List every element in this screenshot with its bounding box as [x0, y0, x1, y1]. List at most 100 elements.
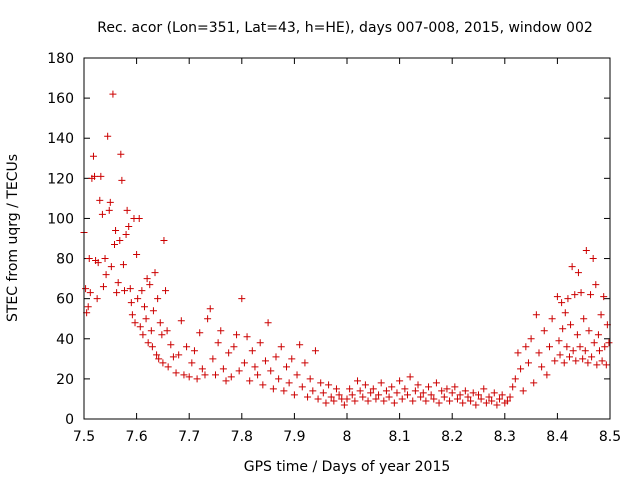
- data-point-85: [219, 365, 227, 373]
- data-point-217: [560, 359, 568, 367]
- data-point-115: [298, 383, 306, 391]
- data-point-53: [149, 307, 157, 315]
- data-point-31: [121, 287, 129, 295]
- data-point-190: [496, 395, 504, 403]
- data-point-63: [163, 327, 171, 335]
- data-point-28: [117, 150, 125, 158]
- data-point-19: [105, 206, 113, 214]
- data-point-188: [490, 389, 498, 397]
- x-tick-label-2: 7.7: [178, 429, 200, 445]
- data-point-131: [340, 401, 348, 409]
- data-point-92: [238, 295, 246, 303]
- data-point-105: [272, 353, 280, 361]
- data-point-189: [493, 401, 501, 409]
- x-tick-label-8: 8.3: [494, 429, 516, 445]
- data-point-48: [143, 275, 151, 283]
- data-point-78: [201, 371, 209, 379]
- data-point-7: [89, 152, 97, 160]
- data-point-185: [482, 399, 490, 407]
- data-point-74: [190, 347, 198, 355]
- data-point-103: [267, 367, 275, 375]
- data-point-112: [290, 391, 298, 399]
- data-point-35: [126, 285, 134, 293]
- data-point-206: [538, 363, 546, 371]
- data-point-149: [388, 383, 396, 391]
- data-point-162: [422, 397, 430, 405]
- data-point-98: [254, 371, 262, 379]
- y-tick-label-4: 80: [56, 252, 74, 268]
- data-point-106: [275, 375, 283, 383]
- data-point-139: [361, 381, 369, 389]
- data-point-169: [440, 393, 448, 401]
- data-point-50: [146, 281, 154, 289]
- data-point-114: [296, 341, 304, 349]
- data-point-230: [577, 289, 585, 297]
- data-point-210: [548, 315, 556, 323]
- y-tick-label-1: 20: [56, 372, 74, 388]
- data-point-199: [519, 387, 527, 395]
- data-point-225: [571, 291, 579, 299]
- data-point-180: [469, 389, 477, 397]
- data-point-123: [319, 389, 327, 397]
- data-point-251: [605, 339, 613, 347]
- data-point-191: [498, 391, 506, 399]
- data-point-100: [259, 381, 267, 389]
- data-point-165: [430, 395, 438, 403]
- data-point-238: [588, 353, 596, 361]
- data-point-77: [198, 365, 206, 373]
- data-point-124: [322, 399, 330, 407]
- x-tick-label-10: 8.5: [599, 429, 621, 445]
- data-point-101: [261, 357, 269, 365]
- x-tick-label-9: 8.4: [546, 429, 568, 445]
- data-point-45: [139, 331, 147, 339]
- data-points: [80, 90, 613, 409]
- data-point-172: [448, 389, 456, 397]
- data-point-79: [204, 315, 212, 323]
- data-point-81: [209, 355, 217, 363]
- data-point-241: [592, 281, 600, 289]
- data-point-46: [140, 303, 148, 311]
- data-point-174: [453, 395, 461, 403]
- data-point-182: [475, 391, 482, 399]
- x-tick-label-5: 8: [343, 429, 352, 445]
- data-point-144: [375, 391, 383, 399]
- data-point-104: [269, 385, 277, 393]
- data-point-203: [530, 379, 538, 387]
- data-point-55: [153, 351, 161, 359]
- data-point-5: [86, 289, 94, 297]
- y-tick-label-3: 60: [56, 292, 74, 308]
- data-point-65: [167, 341, 175, 349]
- x-tick-label-7: 8.2: [441, 429, 463, 445]
- data-point-67: [172, 369, 180, 377]
- data-point-229: [576, 343, 584, 351]
- data-point-41: [134, 295, 142, 303]
- data-point-25: [113, 289, 121, 297]
- y-tick-label-9: 180: [47, 51, 74, 67]
- data-point-27: [116, 237, 124, 245]
- data-point-52: [148, 343, 156, 351]
- data-point-226: [572, 357, 580, 365]
- data-point-94: [243, 333, 251, 341]
- data-point-87: [225, 349, 233, 357]
- data-point-151: [393, 389, 401, 397]
- data-point-129: [335, 391, 343, 399]
- data-point-60: [159, 359, 167, 367]
- data-point-95: [246, 377, 254, 385]
- data-point-13: [97, 172, 105, 180]
- data-point-141: [367, 389, 375, 397]
- x-tick-label-6: 8.1: [388, 429, 410, 445]
- data-point-21: [107, 263, 115, 271]
- data-point-159: [414, 381, 422, 389]
- data-point-116: [301, 359, 309, 367]
- data-point-154: [401, 385, 409, 393]
- data-point-17: [102, 271, 110, 279]
- data-point-231: [579, 355, 587, 363]
- data-point-197: [514, 349, 522, 357]
- data-point-136: [354, 377, 362, 385]
- data-point-205: [535, 349, 543, 357]
- data-point-183: [477, 395, 485, 403]
- data-point-222: [567, 321, 575, 329]
- data-point-195: [509, 383, 517, 391]
- data-point-164: [427, 391, 435, 399]
- data-point-86: [222, 377, 230, 385]
